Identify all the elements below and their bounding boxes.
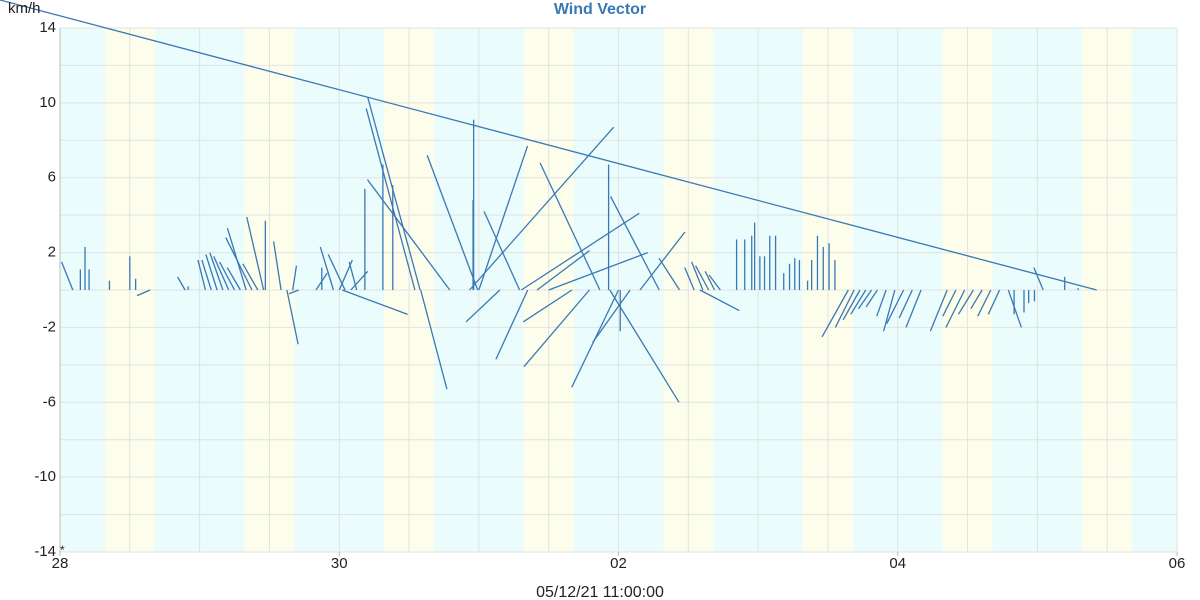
y-tick-label: -2 <box>43 318 56 335</box>
y-tick-label: -14 <box>34 543 56 560</box>
wind-vector <box>341 289 408 315</box>
wind-vector <box>850 289 867 315</box>
wind-vector <box>522 289 573 323</box>
corner-mark: * <box>60 543 65 557</box>
wind-vector <box>523 289 590 368</box>
wind-vector <box>658 257 681 291</box>
wind-vector <box>699 289 740 312</box>
wind-vector <box>592 289 631 343</box>
x-tick-label: 04 <box>889 555 906 572</box>
wind-vector <box>882 289 896 332</box>
wind-vector <box>520 212 640 291</box>
wind-vector <box>225 237 253 291</box>
y-tick-label: -10 <box>34 468 56 485</box>
wind-vector <box>639 231 686 291</box>
wind-vector <box>213 256 230 291</box>
wind-vector <box>708 274 721 291</box>
wind-vector <box>469 126 615 291</box>
footer: 05/12/21 11:00:00 <box>536 584 664 600</box>
wind-vector <box>957 289 974 315</box>
y-tick-label: 14 <box>39 19 56 36</box>
wind-vector <box>0 0 1097 291</box>
wind-vector <box>1033 267 1044 291</box>
wind-vector <box>60 261 74 291</box>
wind-vector <box>348 261 358 291</box>
x-tick-label: 30 <box>331 555 348 572</box>
wind-vector <box>834 289 855 328</box>
wind-vector <box>319 246 335 291</box>
y-tick-label: -6 <box>43 393 56 410</box>
wind-vector <box>684 267 695 291</box>
wind-vector <box>945 289 966 328</box>
wind-vector <box>842 289 861 321</box>
wind-vector <box>905 289 922 328</box>
wind-vector <box>246 216 265 291</box>
wind-vector <box>286 289 299 345</box>
y-tick-label: 6 <box>48 169 56 186</box>
x-tick-label: 28 <box>52 555 69 572</box>
chart-title: Wind Vector <box>554 1 646 18</box>
wind-vector <box>272 241 282 291</box>
wind-vector <box>977 289 992 317</box>
wind-vector <box>367 97 421 291</box>
wind-vector <box>197 259 207 291</box>
wind-vector <box>857 289 873 310</box>
wind-vector <box>209 252 224 291</box>
wind-vector <box>987 289 1001 315</box>
wind-vector <box>366 179 451 291</box>
wind-vector <box>327 254 346 291</box>
wind-vector <box>495 289 529 360</box>
wind-vector <box>942 289 957 317</box>
wind-vector <box>865 289 878 308</box>
wind-vector <box>876 289 887 317</box>
wind-vector <box>898 289 913 319</box>
wind-vector <box>288 289 299 295</box>
wind-vector <box>539 162 601 291</box>
wind-vector <box>426 155 479 291</box>
wind-vector <box>609 196 660 291</box>
wind-vector <box>886 289 905 324</box>
wind-vector <box>548 251 649 291</box>
y-unit: km/h <box>8 0 41 17</box>
wind-vector <box>704 270 716 291</box>
wind-vector <box>465 289 501 323</box>
wind-vector <box>201 259 212 291</box>
wind-vector <box>609 289 680 403</box>
wind-vector <box>929 289 948 332</box>
wind-vector <box>136 289 151 297</box>
wind-vector <box>483 211 521 291</box>
wind-vector <box>205 254 218 291</box>
wind-vector <box>292 265 298 291</box>
x-tick-label: 06 <box>1169 555 1186 572</box>
vectors <box>0 0 1097 403</box>
wind-vector <box>691 261 704 291</box>
wind-vector <box>695 265 710 291</box>
wind-vector <box>218 261 236 291</box>
y-tick-label: 10 <box>39 94 56 111</box>
wind-vector <box>478 145 529 291</box>
wind-vector <box>970 289 983 310</box>
wind-vector <box>365 108 416 291</box>
wind-vector <box>177 276 186 291</box>
wind-vector <box>536 250 590 291</box>
grid <box>59 27 1178 556</box>
x-tick-label: 02 <box>610 555 627 572</box>
y-tick-label: 2 <box>48 244 56 261</box>
wind-vector <box>242 263 259 291</box>
wind-vector <box>420 289 448 390</box>
wind-vector <box>1007 289 1022 328</box>
wind-vector <box>821 289 849 338</box>
wind-vector <box>226 267 241 291</box>
